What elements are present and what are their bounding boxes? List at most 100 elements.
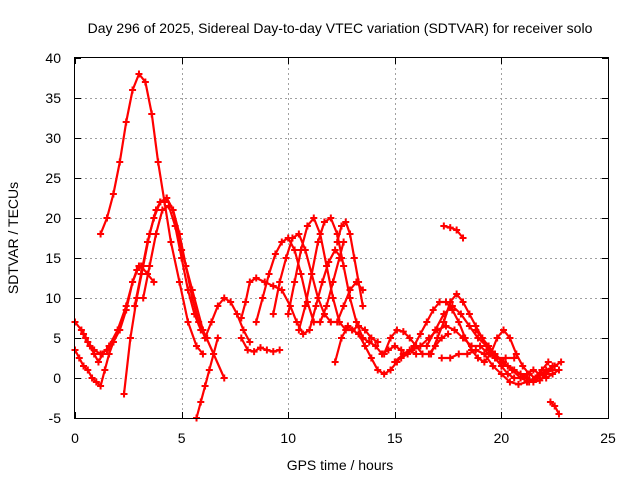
data-point-marker xyxy=(542,370,550,378)
data-point-marker xyxy=(310,318,318,326)
data-point-marker xyxy=(94,358,102,366)
data-point-marker xyxy=(374,338,382,346)
data-point-marker xyxy=(510,374,518,382)
data-point-marker xyxy=(546,398,554,406)
data-point-marker xyxy=(227,298,235,306)
data-point-marker xyxy=(220,374,228,382)
data-point-marker xyxy=(397,346,405,354)
data-point-marker xyxy=(440,318,448,326)
data-point-marker xyxy=(310,214,318,222)
y-tick-label: 15 xyxy=(45,250,61,266)
data-point-marker xyxy=(472,346,480,354)
data-point-marker xyxy=(207,318,215,326)
data-point-marker xyxy=(220,294,228,302)
data-point-marker xyxy=(203,334,211,342)
series-track-25 xyxy=(546,398,563,418)
x-axis-label: GPS time / hours xyxy=(287,457,394,473)
series-track-24 xyxy=(440,222,467,242)
data-point-marker xyxy=(355,278,363,286)
data-point-marker xyxy=(555,366,563,374)
data-point-marker xyxy=(103,346,111,354)
data-point-marker xyxy=(178,254,186,262)
data-point-marker xyxy=(284,310,292,318)
data-point-marker xyxy=(126,334,134,342)
data-point-marker xyxy=(476,342,484,350)
data-point-marker xyxy=(387,334,395,342)
data-point-marker xyxy=(474,354,482,362)
data-point-marker xyxy=(391,342,399,350)
data-point-marker xyxy=(331,358,339,366)
data-point-marker xyxy=(282,254,290,262)
data-point-marker xyxy=(480,350,488,358)
data-point-marker xyxy=(314,294,322,302)
data-point-marker xyxy=(233,310,241,318)
data-point-marker xyxy=(80,330,88,338)
data-point-marker xyxy=(214,334,222,342)
x-tick-label: 0 xyxy=(71,430,79,446)
data-point-marker xyxy=(491,350,499,358)
data-point-marker xyxy=(331,246,339,254)
y-tick-label: 0 xyxy=(53,370,61,386)
data-point-marker xyxy=(404,350,412,358)
data-point-marker xyxy=(297,246,305,254)
series-track-16 xyxy=(333,218,367,310)
data-point-marker xyxy=(423,318,431,326)
series-track-11 xyxy=(252,234,348,326)
data-point-marker xyxy=(137,270,145,278)
data-point-marker xyxy=(510,366,518,374)
data-point-marker xyxy=(446,354,454,362)
data-point-marker xyxy=(252,318,260,326)
data-point-marker xyxy=(97,382,105,390)
data-point-marker xyxy=(338,334,345,342)
data-point-marker xyxy=(514,380,522,388)
data-point-marker xyxy=(393,326,401,334)
data-point-marker xyxy=(190,310,198,318)
data-point-marker xyxy=(320,218,328,226)
data-point-marker xyxy=(244,346,252,354)
data-point-marker xyxy=(214,302,222,310)
data-point-marker xyxy=(256,344,264,352)
series-track-23 xyxy=(472,326,557,386)
data-point-marker xyxy=(278,286,286,294)
data-point-marker xyxy=(109,190,117,198)
data-point-marker xyxy=(342,218,350,226)
data-point-marker xyxy=(340,262,348,270)
series-track-19 xyxy=(397,298,552,382)
data-point-marker xyxy=(497,370,505,378)
data-point-marker xyxy=(146,262,154,270)
data-point-marker xyxy=(549,362,557,370)
data-point-marker xyxy=(436,298,444,306)
data-point-marker xyxy=(278,238,286,246)
y-tick-label: 30 xyxy=(45,130,61,146)
data-point-marker xyxy=(327,214,335,222)
data-point-marker xyxy=(303,222,311,230)
data-point-marker xyxy=(165,202,173,210)
data-point-marker xyxy=(271,250,279,258)
data-point-marker xyxy=(197,398,205,406)
data-point-marker xyxy=(506,378,514,386)
data-point-marker xyxy=(80,362,88,370)
data-point-marker xyxy=(412,350,420,358)
data-point-marker xyxy=(459,298,467,306)
data-point-marker xyxy=(327,318,335,326)
series-layer xyxy=(71,70,565,422)
series-track-9 xyxy=(237,334,284,356)
y-tick-label: 25 xyxy=(45,170,61,186)
data-point-marker xyxy=(433,334,441,342)
series-track xyxy=(133,196,251,344)
data-point-marker xyxy=(446,298,454,306)
data-point-marker xyxy=(316,318,324,326)
data-point-marker xyxy=(306,326,314,334)
data-point-marker xyxy=(506,334,514,342)
data-point-marker xyxy=(246,338,254,346)
data-point-marker xyxy=(88,374,96,382)
data-point-marker xyxy=(156,198,164,206)
tick-layer: 0 5 10 15 20 25 -5 0 5 10 15 20 25 30 35 40 xyxy=(45,50,616,446)
data-point-marker xyxy=(129,86,137,94)
series-track-3 xyxy=(80,262,158,358)
data-point-marker xyxy=(105,350,113,358)
data-point-marker xyxy=(416,330,424,338)
data-point-marker xyxy=(269,282,277,290)
data-point-marker xyxy=(263,346,271,354)
data-point-marker xyxy=(101,366,109,374)
